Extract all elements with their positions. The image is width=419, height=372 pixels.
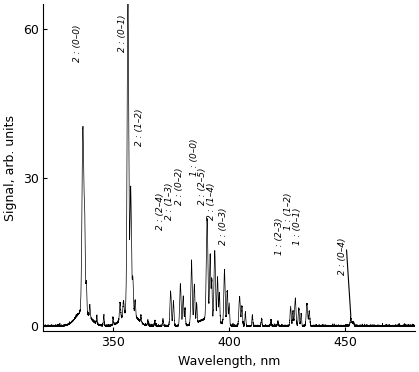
Text: 2 : (1–2): 2 : (1–2)	[135, 108, 144, 146]
Text: 2 : (2–5): 2 : (2–5)	[198, 168, 207, 205]
X-axis label: Wavelength, nm: Wavelength, nm	[178, 355, 280, 368]
Text: 2 : (0–4): 2 : (0–4)	[339, 237, 347, 275]
Text: 1 : (1–2): 1 : (1–2)	[284, 193, 293, 230]
Text: 2 : (0–2): 2 : (0–2)	[175, 168, 184, 205]
Text: 2 : (2–4): 2 : (2–4)	[156, 193, 165, 230]
Text: 2 : (0–1): 2 : (0–1)	[118, 14, 127, 52]
Text: 1 : (0–0): 1 : (0–0)	[190, 138, 199, 176]
Text: 2 : (1–3): 2 : (1–3)	[166, 183, 174, 220]
Text: 2 : (0–3): 2 : (0–3)	[219, 208, 228, 245]
Y-axis label: Signal, arb. units: Signal, arb. units	[4, 115, 17, 221]
Text: 1 : (0–1): 1 : (0–1)	[293, 208, 302, 245]
Text: 2 : (1–4): 2 : (1–4)	[207, 183, 216, 220]
Text: 1 : (2–3): 1 : (2–3)	[274, 217, 284, 255]
Text: 2 : (0–0): 2 : (0–0)	[72, 24, 82, 61]
